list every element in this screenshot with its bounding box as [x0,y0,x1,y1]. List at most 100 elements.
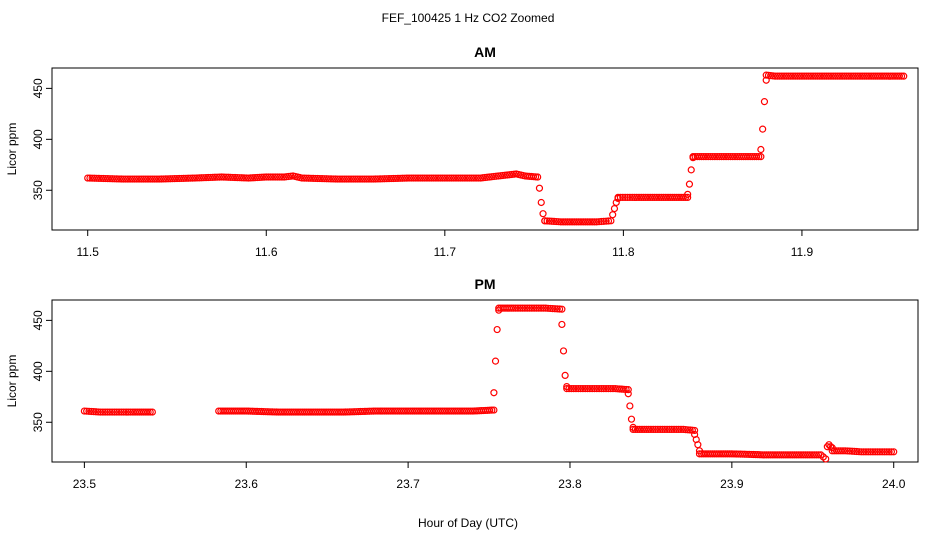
plot-frame-pm [51,299,919,463]
data-point-am [95,174,103,182]
data-point-am [322,175,331,183]
data-point-am [222,173,230,181]
data-point-am [247,174,255,182]
data-point-pm [841,447,849,455]
data-point-am [628,193,636,201]
data-point-am [356,175,364,183]
data-point-pm [581,385,589,393]
data-point-am [776,72,784,80]
data-point-pm [507,304,515,312]
data-point-am [568,218,576,226]
data-point-am [563,218,572,226]
data-point-am [90,174,99,182]
data-point-pm [509,304,517,312]
data-point-pm [846,447,854,455]
data-point-am [809,72,817,80]
data-point-am [197,174,206,182]
data-point-am [796,72,804,80]
data-point-am [113,175,121,183]
data-point-am [780,72,788,80]
data-point-am [416,174,424,182]
data-point-am [213,173,221,181]
data-point-am [380,175,389,183]
data-point-pm [883,448,891,456]
data-point-pm [512,304,520,312]
data-point-am [209,173,217,181]
data-point-pm [555,305,564,313]
data-point-pm [558,320,566,329]
data-point-am [614,193,622,201]
data-point-am [97,174,105,183]
data-point-am [456,174,465,182]
data-point-am [401,174,409,182]
data-point-am [372,175,380,183]
data-point-am [771,72,779,80]
data-point-am [548,217,556,225]
data-point-pm [106,408,114,416]
data-point-pm [658,425,667,433]
data-point-am [588,218,596,226]
data-point-pm [640,425,648,433]
data-point-pm [101,408,109,416]
data-point-pm [579,385,587,393]
y-tick-label-am: 400 [31,129,45,149]
data-point-pm [96,408,105,416]
y-tick-label-pm: 350 [31,412,45,432]
data-point-am [211,173,219,181]
data-point-am [592,218,601,226]
data-point-pm [94,408,102,416]
data-point-pm [885,448,893,456]
data-point-am [351,175,360,183]
data-point-am [434,174,442,182]
data-point-pm [530,304,538,312]
data-point-pm [878,448,886,456]
data-point-am [653,193,661,201]
data-point-am [387,174,395,183]
data-point-pm [523,304,531,312]
data-point-am [403,174,411,182]
data-point-pm [631,425,639,433]
data-point-am [684,193,692,201]
data-point-am [135,175,143,183]
data-point-am [126,175,134,183]
data-point-am [253,173,261,182]
data-point-pm [542,304,550,312]
data-point-am [454,174,462,182]
data-point-am [320,175,328,183]
data-point-am [789,72,797,80]
data-point-am [195,174,203,182]
data-point-am [108,175,116,183]
data-point-pm [124,408,132,416]
data-point-am [271,173,279,181]
data-points-pm [80,304,898,463]
data-point-pm [549,304,557,313]
data-point-pm [812,451,821,459]
data-point-am [840,72,848,80]
data-point-am [369,175,377,183]
data-point-am [700,153,708,161]
data-point-am [847,72,855,80]
data-point-pm [636,425,644,433]
data-point-am [438,174,447,182]
data-point-am [644,193,652,201]
data-point-am [142,175,150,183]
data-point-am [260,173,268,181]
data-point-am [405,174,413,182]
data-point-am [450,174,458,182]
data-point-pm [593,385,601,393]
data-point-am [184,174,192,182]
data-point-am [99,174,107,183]
data-point-am [182,174,190,182]
data-point-am [595,218,603,226]
x-ticks-pm: 23.5 23.6 23.7 23.8 23.9 24.0 [73,462,906,491]
data-point-am [726,153,735,161]
data-point-pm [539,304,547,312]
data-point-am [367,175,375,183]
data-point-am [144,175,152,183]
data-point-am [842,72,851,80]
data-point-pm [525,304,534,312]
data-point-am [541,217,549,225]
data-point-am [609,211,617,219]
data-point-am [202,174,210,182]
